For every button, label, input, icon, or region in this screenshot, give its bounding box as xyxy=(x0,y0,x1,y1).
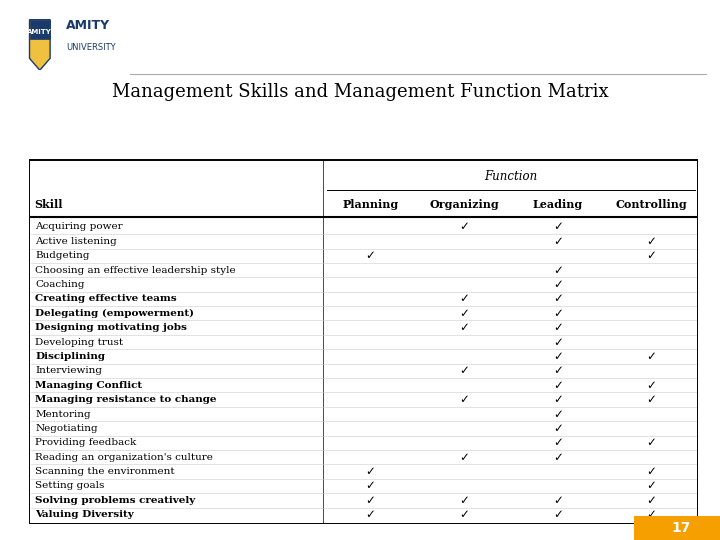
Text: Solving problems creatively: Solving problems creatively xyxy=(35,496,196,505)
Text: ✓: ✓ xyxy=(647,249,657,262)
Text: ✓: ✓ xyxy=(553,436,563,449)
Text: ✓: ✓ xyxy=(553,220,563,233)
Text: Reading an organization's culture: Reading an organization's culture xyxy=(35,453,213,462)
Text: 17: 17 xyxy=(672,521,690,535)
Text: ✓: ✓ xyxy=(553,235,563,248)
Text: Delegating (empowerment): Delegating (empowerment) xyxy=(35,309,194,318)
Text: Developing trust: Developing trust xyxy=(35,338,124,347)
Text: Scanning the environment: Scanning the environment xyxy=(35,467,175,476)
Text: ✓: ✓ xyxy=(553,335,563,349)
Text: ✓: ✓ xyxy=(459,220,469,233)
Text: ✓: ✓ xyxy=(553,307,563,320)
Text: Choosing an effective leadership style: Choosing an effective leadership style xyxy=(35,266,236,275)
Text: Managing Conflict: Managing Conflict xyxy=(35,381,143,390)
Text: Disciplining: Disciplining xyxy=(35,352,106,361)
Text: ✓: ✓ xyxy=(553,408,563,421)
Text: ✓: ✓ xyxy=(647,393,657,406)
Text: ✓: ✓ xyxy=(647,350,657,363)
Text: Coaching: Coaching xyxy=(35,280,85,289)
Text: Acquiring power: Acquiring power xyxy=(35,222,123,232)
Text: Organizing: Organizing xyxy=(429,199,499,210)
Text: Leading: Leading xyxy=(533,199,583,210)
Text: ✓: ✓ xyxy=(459,321,469,334)
Text: Planning: Planning xyxy=(342,199,398,210)
Polygon shape xyxy=(30,19,50,39)
Text: ✓: ✓ xyxy=(365,494,375,507)
Text: ✓: ✓ xyxy=(553,350,563,363)
Text: ✓: ✓ xyxy=(459,393,469,406)
Text: ✓: ✓ xyxy=(647,508,657,521)
Text: ✓: ✓ xyxy=(553,264,563,276)
Text: Creating effective teams: Creating effective teams xyxy=(35,294,177,303)
Text: ✓: ✓ xyxy=(553,494,563,507)
Text: Budgeting: Budgeting xyxy=(35,251,90,260)
Text: ✓: ✓ xyxy=(459,307,469,320)
Text: ✓: ✓ xyxy=(459,451,469,464)
Text: AMITY: AMITY xyxy=(66,19,110,32)
Text: ✓: ✓ xyxy=(553,393,563,406)
Text: Providing feedback: Providing feedback xyxy=(35,438,137,447)
Text: ✓: ✓ xyxy=(553,422,563,435)
Text: ✓: ✓ xyxy=(459,292,469,306)
Text: ✓: ✓ xyxy=(647,379,657,392)
Text: ✓: ✓ xyxy=(553,292,563,306)
Text: AMITY: AMITY xyxy=(27,29,52,35)
Text: ✓: ✓ xyxy=(459,364,469,377)
Text: ✓: ✓ xyxy=(365,465,375,478)
Text: ✓: ✓ xyxy=(365,249,375,262)
Text: Active listening: Active listening xyxy=(35,237,117,246)
Text: ✓: ✓ xyxy=(459,508,469,521)
Text: Function: Function xyxy=(485,170,538,183)
Text: Designing motivating jobs: Designing motivating jobs xyxy=(35,323,187,332)
Text: ✓: ✓ xyxy=(647,480,657,492)
Text: Controlling: Controlling xyxy=(616,199,688,210)
Text: ✓: ✓ xyxy=(553,364,563,377)
Text: ✓: ✓ xyxy=(647,494,657,507)
Text: Setting goals: Setting goals xyxy=(35,482,105,490)
Text: Management Skills and Management Function Matrix: Management Skills and Management Functio… xyxy=(112,83,608,101)
Text: ✓: ✓ xyxy=(647,235,657,248)
Text: Negotiating: Negotiating xyxy=(35,424,98,433)
Text: ✓: ✓ xyxy=(365,508,375,521)
Text: ✓: ✓ xyxy=(647,436,657,449)
Text: Interviewing: Interviewing xyxy=(35,366,102,375)
Text: ✓: ✓ xyxy=(553,278,563,291)
Text: Mentoring: Mentoring xyxy=(35,409,91,418)
Polygon shape xyxy=(30,19,50,70)
Text: ✓: ✓ xyxy=(647,465,657,478)
Text: ✓: ✓ xyxy=(459,494,469,507)
Text: ✓: ✓ xyxy=(553,508,563,521)
Text: Skill: Skill xyxy=(34,199,63,210)
Text: Valuing Diversity: Valuing Diversity xyxy=(35,510,134,519)
Text: Managing resistance to change: Managing resistance to change xyxy=(35,395,217,404)
Text: ✓: ✓ xyxy=(553,379,563,392)
Text: ✓: ✓ xyxy=(553,321,563,334)
Text: ✓: ✓ xyxy=(365,480,375,492)
Text: ✓: ✓ xyxy=(553,451,563,464)
Text: UNIVERSITY: UNIVERSITY xyxy=(66,43,116,52)
